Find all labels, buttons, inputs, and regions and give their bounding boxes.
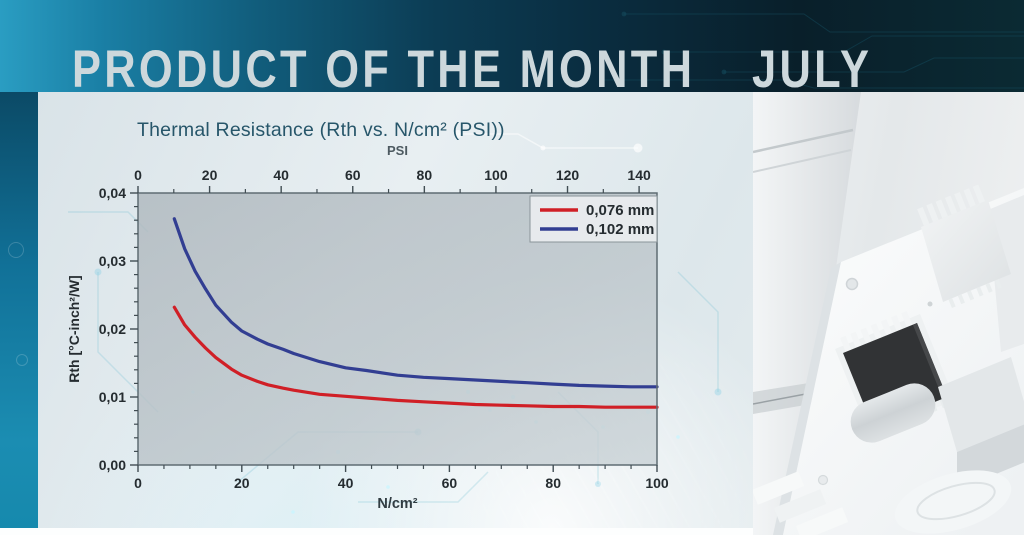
legend-label-0: 0,076 mm bbox=[586, 202, 654, 219]
x-axis-tick-label: 20 bbox=[234, 475, 250, 491]
chart-title: Thermal Resistance (Rth vs. N/cm² (PSI)) bbox=[137, 119, 505, 141]
top-axis-tick-label: 80 bbox=[417, 167, 433, 183]
header-circuit-decoration bbox=[604, 11, 1024, 89]
header-band: PRODUCT OF THE MONTH JULY bbox=[0, 0, 1024, 96]
top-axis-tick-label: 120 bbox=[556, 167, 580, 183]
x-axis-tick-label: 100 bbox=[645, 475, 669, 491]
product-render bbox=[753, 92, 1024, 535]
series-line-0 bbox=[172, 305, 659, 409]
y-axis-title: Rth [°C-inch²/W] bbox=[66, 275, 82, 382]
legend-box bbox=[529, 195, 658, 243]
y-axis-tick-label: 0,01 bbox=[99, 389, 126, 405]
left-accent-strip bbox=[0, 92, 38, 528]
finned-module bbox=[917, 184, 1024, 352]
bottom-strip bbox=[0, 528, 753, 535]
top-axis-tick-label: 140 bbox=[627, 167, 651, 183]
legend-label-1: 0,102 mm bbox=[586, 221, 654, 238]
stepped-edge bbox=[753, 471, 849, 535]
product-render-illustration bbox=[753, 92, 1024, 535]
x-axis-tick-label: 80 bbox=[545, 475, 561, 491]
top-axis-title: PSI bbox=[387, 143, 408, 158]
x-axis-tick-label: 60 bbox=[442, 475, 458, 491]
top-axis-tick-label: 60 bbox=[345, 167, 361, 183]
page-title: PRODUCT OF THE MONTH bbox=[72, 40, 696, 99]
top-axis-tick-label: 0 bbox=[134, 167, 142, 183]
month-label: JULY bbox=[752, 40, 873, 99]
y-axis-tick-label: 0,00 bbox=[99, 457, 126, 473]
y-axis-tick-label: 0,03 bbox=[99, 253, 126, 269]
y-axis-tick-label: 0,04 bbox=[99, 185, 126, 201]
strip-dot-decoration bbox=[16, 354, 28, 366]
top-axis-tick-label: 20 bbox=[202, 167, 218, 183]
x-axis-tick-label: 0 bbox=[134, 475, 142, 491]
x-axis-title: N/cm² bbox=[377, 496, 418, 512]
cylinder-standoff bbox=[850, 383, 936, 443]
thermal-resistance-chart: 0 20 40 60 80 100 120 140 0 20 40 60 80 100 0,00 0,01 0,… bbox=[66, 167, 669, 491]
top-axis-tick-label: 100 bbox=[484, 167, 508, 183]
back-panel bbox=[753, 92, 861, 535]
series-line-1 bbox=[172, 217, 659, 389]
chart-panel: Thermal Resistance (Rth vs. N/cm² (PSI))… bbox=[38, 92, 753, 528]
x-axis-tick-label: 40 bbox=[338, 475, 354, 491]
thermal-pad bbox=[894, 470, 1012, 534]
strip-dot-decoration bbox=[8, 242, 24, 258]
y-axis-tick-label: 0,02 bbox=[99, 321, 126, 337]
top-axis-tick-label: 40 bbox=[273, 167, 289, 183]
